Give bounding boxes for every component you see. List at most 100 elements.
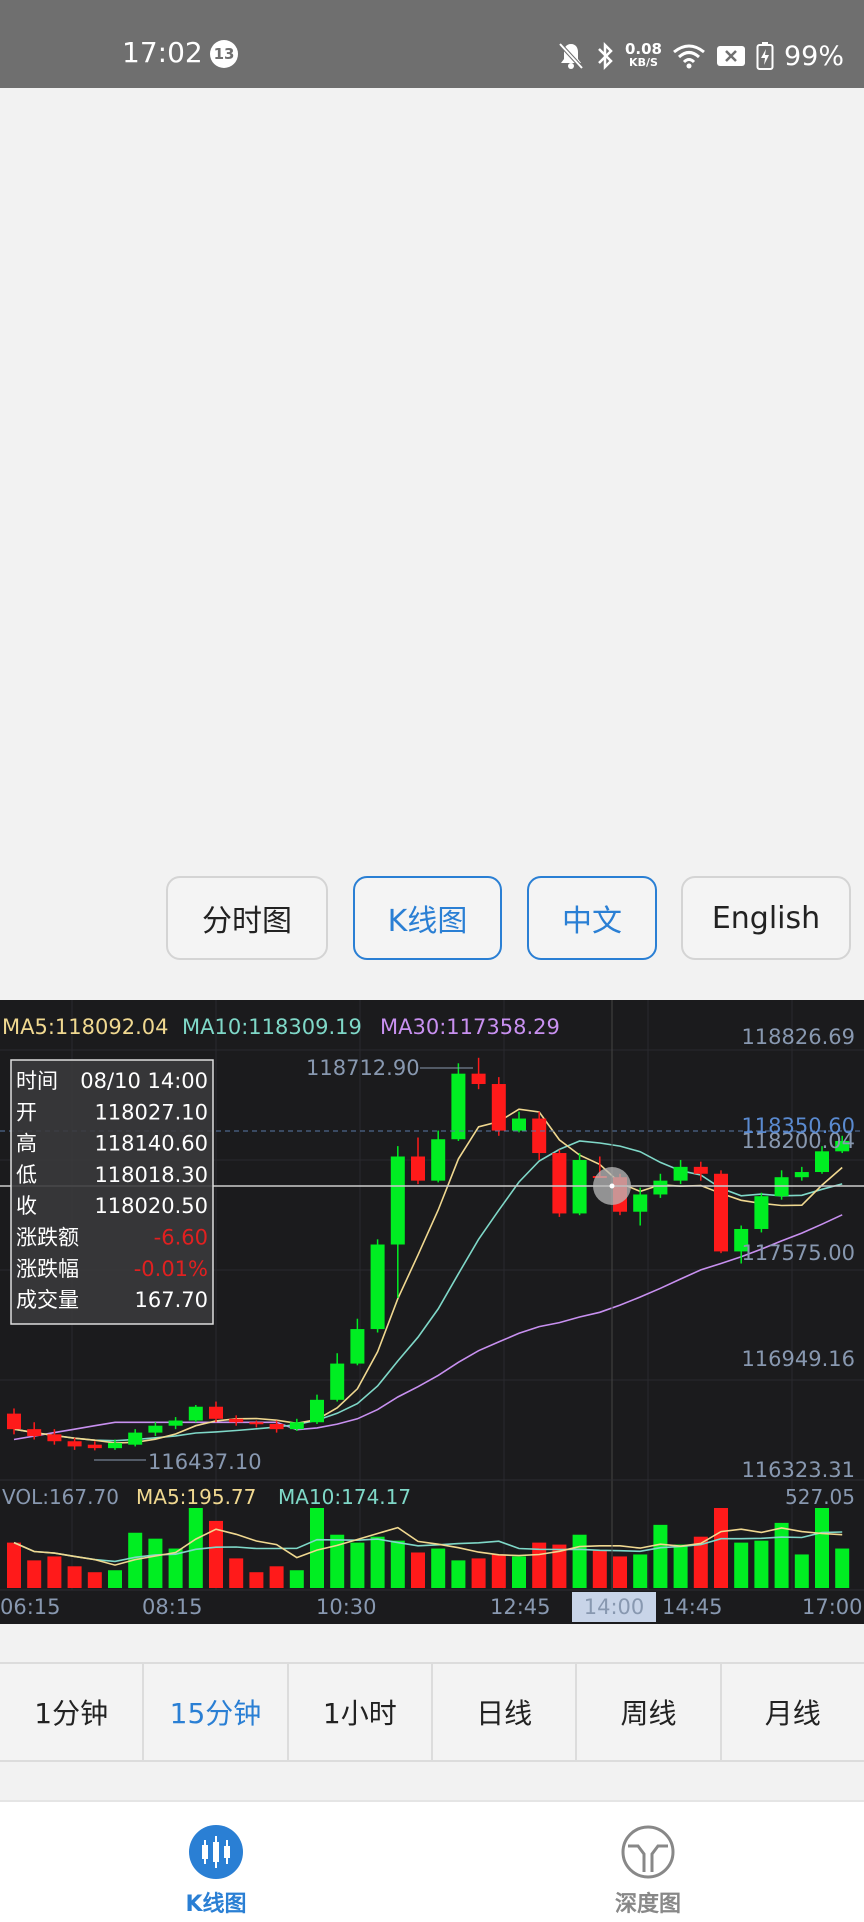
candle-body-9 (188, 1406, 203, 1421)
candle-body-19 (390, 1156, 405, 1245)
volume-bar-1 (27, 1560, 42, 1588)
volume-bar-5 (108, 1570, 122, 1588)
period-tab-1hour[interactable]: 1小时 (289, 1664, 433, 1760)
candle-series (7, 1057, 850, 1451)
network-speed: 0.08 KB/S (624, 40, 662, 70)
info-value-2: 118140.60 (94, 1132, 208, 1156)
volume-bar-8 (168, 1548, 183, 1588)
volume-bar-2 (47, 1556, 62, 1588)
period-tab-1min[interactable]: 1分钟 (0, 1664, 145, 1760)
mute-bell-icon (558, 42, 584, 70)
timeshare-chart-button[interactable]: 分时图 (166, 876, 328, 960)
volume-bar-40 (815, 1508, 829, 1588)
time-label-1: 08:15 (142, 1595, 203, 1619)
price-label-1: 118200.04 (741, 1129, 855, 1153)
volume-bar-9 (188, 1508, 203, 1588)
candle-body-12 (249, 1422, 264, 1425)
ma30-line (13, 1214, 843, 1441)
info-label-0: 时间 (16, 1069, 58, 1093)
ma30-label: MA30:117358.29 (380, 1015, 560, 1039)
volume-bar-34 (693, 1536, 708, 1588)
nav-kline[interactable]: K线图 (116, 1802, 316, 1922)
volume-bar-39 (794, 1554, 809, 1588)
info-value-1: 118027.10 (94, 1100, 208, 1124)
volume-bar-25 (512, 1556, 526, 1588)
candle-body-21 (431, 1139, 446, 1181)
volume-bar-35 (714, 1508, 728, 1588)
candle-body-11 (229, 1418, 244, 1423)
vol-ma5-label: MA5:195.77 (136, 1485, 256, 1509)
candle-body-4 (87, 1444, 102, 1449)
info-label-5: 涨跌额 (16, 1226, 79, 1250)
nav-kline-label: K线图 (185, 1892, 247, 1917)
candle-body-23 (471, 1073, 486, 1085)
period-tab-weekly[interactable]: 周线 (577, 1664, 722, 1760)
volume-bar-11 (229, 1558, 244, 1588)
candle-body-1 (27, 1429, 42, 1437)
chinese-language-button[interactable]: 中文 (527, 876, 657, 960)
low-marker-label: 116437.10 (148, 1450, 262, 1474)
vol-ma10-line (13, 1531, 843, 1563)
volume-bar-21 (431, 1548, 446, 1588)
ohlc-info-box: 时间 08/10 14:00 开 118027.10 高 118140.60 低 118018… (10, 1059, 214, 1325)
volume-bar-31 (633, 1554, 648, 1588)
info-value-5: -6.60 (154, 1226, 208, 1250)
period-tab-bar: 1分钟 15分钟 1小时 日线 周线 月线 (0, 1662, 864, 1762)
info-label-1: 开 (16, 1100, 37, 1124)
candle-body-3 (67, 1441, 82, 1447)
vol-ma5-line (13, 1526, 843, 1566)
price-label-2: 117575.00 (741, 1241, 855, 1265)
high-marker-label: 118712.90 (306, 1056, 420, 1080)
volume-bar-12 (249, 1572, 264, 1588)
info-value-7: 167.70 (135, 1288, 208, 1312)
info-label-3: 低 (16, 1163, 37, 1187)
candle-body-14 (289, 1422, 304, 1430)
battery-icon (756, 42, 774, 70)
period-tab-monthly[interactable]: 月线 (764, 1697, 821, 1730)
volume-bar-15 (310, 1508, 324, 1588)
candle-body-41 (835, 1140, 850, 1152)
candle-body-26 (532, 1118, 547, 1154)
volume-bar-7 (148, 1538, 163, 1588)
info-label-7: 成交量 (16, 1288, 79, 1312)
info-value-6: -0.01% (134, 1257, 208, 1281)
candle-body-16 (330, 1363, 345, 1400)
candle-body-40 (815, 1151, 829, 1173)
period-tab-15min[interactable]: 15分钟 (144, 1664, 289, 1760)
vol-max-label: 527.05 (785, 1485, 855, 1509)
ma5-label: MA5:118092.04 (2, 1015, 168, 1039)
depth-chart-icon (621, 1825, 675, 1879)
volume-bar-38 (774, 1522, 789, 1588)
time-label-5: 14:45 (662, 1595, 723, 1619)
candle-body-2 (47, 1434, 62, 1442)
candle-body-32 (653, 1180, 668, 1195)
volume-bar-22 (451, 1560, 466, 1588)
vol-label: VOL:167.70 (2, 1485, 119, 1509)
volume-bar-23 (471, 1558, 486, 1588)
battery-percent: 99% (783, 40, 844, 72)
info-label-2: 高 (16, 1132, 37, 1156)
volume-bar-16 (330, 1534, 345, 1588)
bottom-nav: K线图 深度图 (0, 1800, 864, 1922)
nav-depth[interactable]: 深度图 (548, 1802, 748, 1922)
kline-chart[interactable]: MA5:118092.04 MA10:118309.19 MA30:117358… (0, 1000, 864, 1624)
candlestick-icon (189, 1825, 243, 1879)
period-tab-daily[interactable]: 日线 (433, 1664, 578, 1760)
price-label-4: 116323.31 (741, 1458, 855, 1482)
volume-bar-29 (592, 1550, 607, 1588)
volume-bar-13 (269, 1566, 284, 1588)
english-language-button[interactable]: English (681, 876, 851, 960)
info-label-4: 收 (16, 1194, 37, 1218)
vol-ma10-label: MA10:174.17 (278, 1485, 411, 1509)
info-value-4: 118020.50 (94, 1194, 208, 1218)
price-label-3: 116949.16 (741, 1347, 855, 1371)
price-label-0: 118826.69 (741, 1025, 855, 1049)
candle-body-10 (209, 1406, 223, 1419)
kline-chart-button[interactable]: K线图 (353, 876, 502, 960)
candle-body-18 (370, 1244, 385, 1330)
kline-chart-svg[interactable]: MA5:118092.04 MA10:118309.19 MA30:117358… (0, 1000, 864, 1624)
candle-body-31 (633, 1194, 648, 1212)
volume-bar-30 (613, 1556, 627, 1588)
candle-body-5 (108, 1442, 122, 1449)
volume-bar-0 (7, 1542, 21, 1588)
